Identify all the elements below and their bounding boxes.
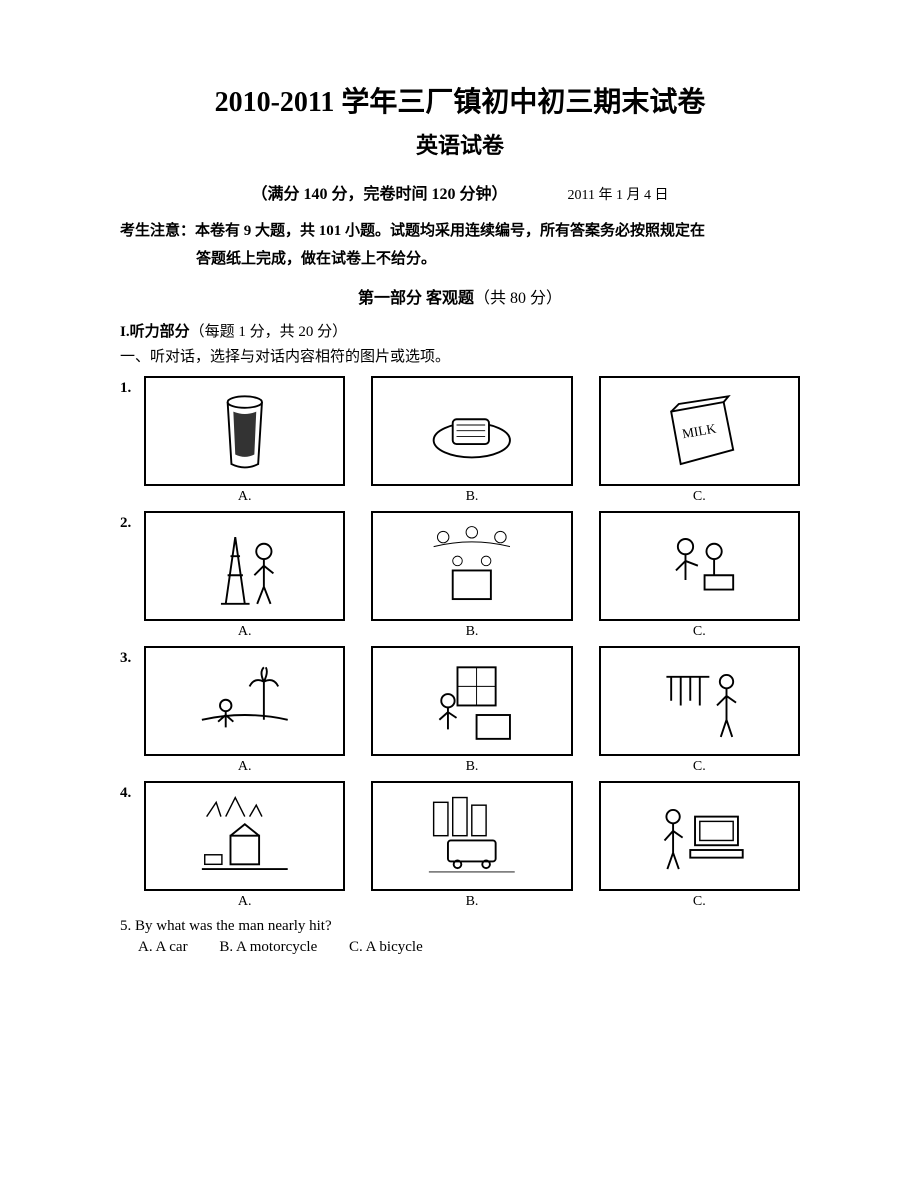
option-c: C. <box>599 511 800 640</box>
meta-date: 2011 年 1 月 4 日 <box>568 184 669 204</box>
section-listening-head: I.听力部分（每题 1 分，共 20 分） <box>120 320 800 341</box>
option-c: C. <box>599 781 800 910</box>
picture-doctor-patient-icon <box>599 511 800 621</box>
option-label: B. <box>466 624 479 640</box>
meta-info: （满分 140 分，完卷时间 120 分钟） <box>252 180 508 204</box>
option-a: A. <box>144 646 345 775</box>
option-b: B. <box>371 511 572 640</box>
question-row-1: 1. A. B. MILK C. <box>120 376 800 505</box>
question-num: 1. <box>120 376 144 397</box>
option-label: B. <box>466 759 479 775</box>
option-label: B. <box>466 489 479 505</box>
picture-city-bus-icon <box>371 781 572 891</box>
option-b-text: B. A motorcycle <box>219 939 317 955</box>
option-label: B. <box>466 894 479 910</box>
option-b: B. <box>371 781 572 910</box>
option-a: A. <box>144 511 345 640</box>
question-num: 2. <box>120 511 144 532</box>
title-main: 2010-2011 学年三厂镇初中初三期末试卷 <box>120 80 800 120</box>
section-scoring: （每题 1 分，共 20 分） <box>190 324 348 340</box>
picture-shopping-icon <box>599 646 800 756</box>
question-num: 3. <box>120 646 144 667</box>
part-title-rest: （共 80 分） <box>474 290 562 307</box>
option-a: A. <box>144 376 345 505</box>
picture-milk-bag-icon: MILK <box>599 376 800 486</box>
picture-eiffel-person-icon <box>144 511 345 621</box>
option-label: A. <box>238 489 252 505</box>
option-label: A. <box>238 759 252 775</box>
question-options: A. B. C. <box>144 511 800 640</box>
question-options: A. B. MILK C. <box>144 376 800 505</box>
notice: 考生注意： 本卷有 9 大题，共 101 小题。试题均采用连续编号，所有答案务必… <box>120 220 800 243</box>
section-roman: I. <box>120 324 130 340</box>
question-options: A. B. C. <box>144 781 800 910</box>
option-c: C. <box>599 646 800 775</box>
part-title: 第一部分 客观题（共 80 分） <box>120 284 800 308</box>
picture-room-window-icon <box>371 646 572 756</box>
option-label: A. <box>238 894 252 910</box>
option-label: A. <box>238 624 252 640</box>
option-a: A. <box>144 781 345 910</box>
picture-bread-plate-icon <box>371 376 572 486</box>
picture-countryside-house-icon <box>144 781 345 891</box>
picture-beach-icon <box>144 646 345 756</box>
option-label: C. <box>693 759 706 775</box>
option-label: C. <box>693 489 706 505</box>
notice-text-1: 本卷有 9 大题，共 101 小题。试题均采用连续编号，所有答案务必按照规定在 <box>195 220 800 243</box>
question-row-4: 4. A. B. C. <box>120 781 800 910</box>
instruction: 一、听对话，选择与对话内容相符的图片或选项。 <box>120 345 800 366</box>
question-row-3: 3. A. B. C. <box>120 646 800 775</box>
notice-label: 考生注意： <box>120 220 195 243</box>
meta-row: （满分 140 分，完卷时间 120 分钟） 2011 年 1 月 4 日 <box>120 180 800 204</box>
title-sub: 英语试卷 <box>120 128 800 160</box>
question-options: A. B. C. <box>144 646 800 775</box>
question-row-2: 2. A. B. C. <box>120 511 800 640</box>
picture-party-icon <box>371 511 572 621</box>
option-c-text: C. A bicycle <box>349 939 423 955</box>
picture-glass-icon <box>144 376 345 486</box>
option-b: B. <box>371 376 572 505</box>
option-a-text: A. A car <box>138 939 188 955</box>
question-5-options: A. A car B. A motorcycle C. A bicycle <box>138 939 800 956</box>
question-num: 4. <box>120 781 144 802</box>
option-c: MILK C. <box>599 376 800 505</box>
option-label: C. <box>693 894 706 910</box>
section-name: 听力部分 <box>130 324 190 340</box>
picture-office-computer-icon <box>599 781 800 891</box>
option-label: C. <box>693 624 706 640</box>
question-5-text: 5. By what was the man nearly hit? <box>120 918 800 935</box>
part-title-bold: 第一部分 客观题 <box>358 290 474 307</box>
notice-text-2: 答题纸上完成，做在试卷上不给分。 <box>196 247 800 268</box>
option-b: B. <box>371 646 572 775</box>
